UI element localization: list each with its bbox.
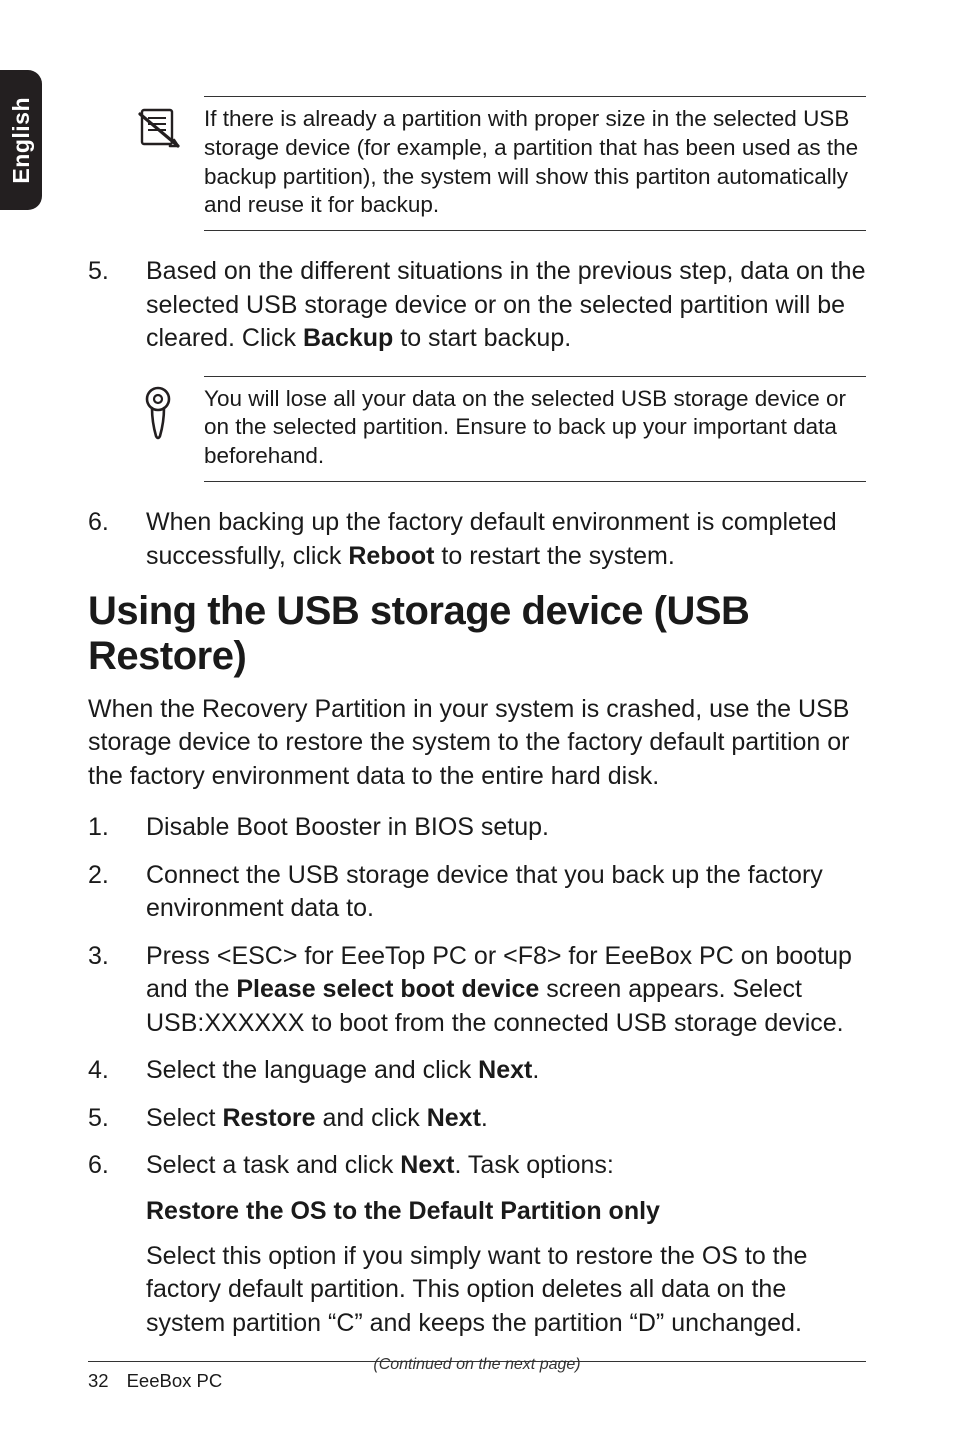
steps-list-b: When backing up the factory default envi… bbox=[88, 506, 866, 573]
tip-text: You will lose all your data on the selec… bbox=[204, 385, 866, 471]
tip-text-wrap: You will lose all your data on the selec… bbox=[204, 376, 866, 482]
product-name: EeeBox PC bbox=[127, 1370, 223, 1392]
task-option-block: Restore the OS to the Default Partition … bbox=[146, 1197, 866, 1341]
page-content: If there is already a partition with pro… bbox=[88, 90, 866, 1374]
restore-step-3: Press <ESC> for EeeTop PC or <F8> for Ee… bbox=[88, 940, 866, 1041]
step-5: Based on the different situations in the… bbox=[88, 255, 866, 356]
note-text-wrap: If there is already a partition with pro… bbox=[204, 96, 866, 231]
note-callout: If there is already a partition with pro… bbox=[136, 90, 866, 237]
restore-step-4-b: . bbox=[532, 1056, 539, 1084]
note-icon bbox=[136, 96, 180, 150]
restore-step-4-bold: Next bbox=[478, 1056, 532, 1084]
language-side-tab: English bbox=[0, 70, 42, 210]
tip-icon bbox=[136, 376, 180, 442]
step-5-text-b: to start backup. bbox=[393, 324, 571, 352]
page-number: 32 bbox=[88, 1370, 109, 1392]
restore-step-1: Disable Boot Booster in BIOS setup. bbox=[88, 811, 866, 845]
restore-step-2-text: Connect the USB storage device that you … bbox=[146, 859, 866, 926]
restore-step-1-text: Disable Boot Booster in BIOS setup. bbox=[146, 811, 866, 845]
note-text: If there is already a partition with pro… bbox=[204, 105, 866, 220]
restore-step-5-b: . bbox=[481, 1104, 488, 1132]
section-heading: Using the USB storage device (USB Restor… bbox=[88, 589, 866, 679]
step-6-text-b: to restart the system. bbox=[434, 542, 674, 570]
restore-steps: Disable Boot Booster in BIOS setup. Conn… bbox=[88, 811, 866, 1183]
step-6: When backing up the factory default envi… bbox=[88, 506, 866, 573]
page: English If there is already a partition … bbox=[0, 0, 954, 1438]
restore-step-3-bold: Please select boot device bbox=[236, 975, 539, 1003]
language-side-tab-label: English bbox=[8, 97, 35, 184]
step-5-bold: Backup bbox=[303, 324, 393, 352]
restore-step-6-a: Select a task and click bbox=[146, 1151, 400, 1179]
restore-step-4: Select the language and click Next. bbox=[88, 1054, 866, 1088]
restore-step-5-a: Select bbox=[146, 1104, 222, 1132]
restore-step-6: Select a task and click Next. Task optio… bbox=[88, 1149, 866, 1183]
restore-step-6-bold: Next bbox=[400, 1151, 454, 1179]
restore-step-2: Connect the USB storage device that you … bbox=[88, 859, 866, 926]
page-footer: 32 EeeBox PC bbox=[88, 1361, 866, 1392]
restore-step-5: Select Restore and click Next. bbox=[88, 1102, 866, 1136]
task-option-heading: Restore the OS to the Default Partition … bbox=[146, 1197, 866, 1226]
tip-callout: You will lose all your data on the selec… bbox=[136, 370, 866, 488]
restore-step-5-bold2: Next bbox=[427, 1104, 481, 1132]
restore-step-5-bold1: Restore bbox=[222, 1104, 315, 1132]
restore-step-6-b: . Task options: bbox=[454, 1151, 613, 1179]
steps-list-a: Based on the different situations in the… bbox=[88, 255, 866, 356]
restore-step-4-a: Select the language and click bbox=[146, 1056, 478, 1084]
intro-paragraph: When the Recovery Partition in your syst… bbox=[88, 693, 866, 794]
restore-step-5-mid: and click bbox=[316, 1104, 427, 1132]
step-6-bold: Reboot bbox=[348, 542, 434, 570]
task-option-text: Select this option if you simply want to… bbox=[146, 1240, 866, 1341]
